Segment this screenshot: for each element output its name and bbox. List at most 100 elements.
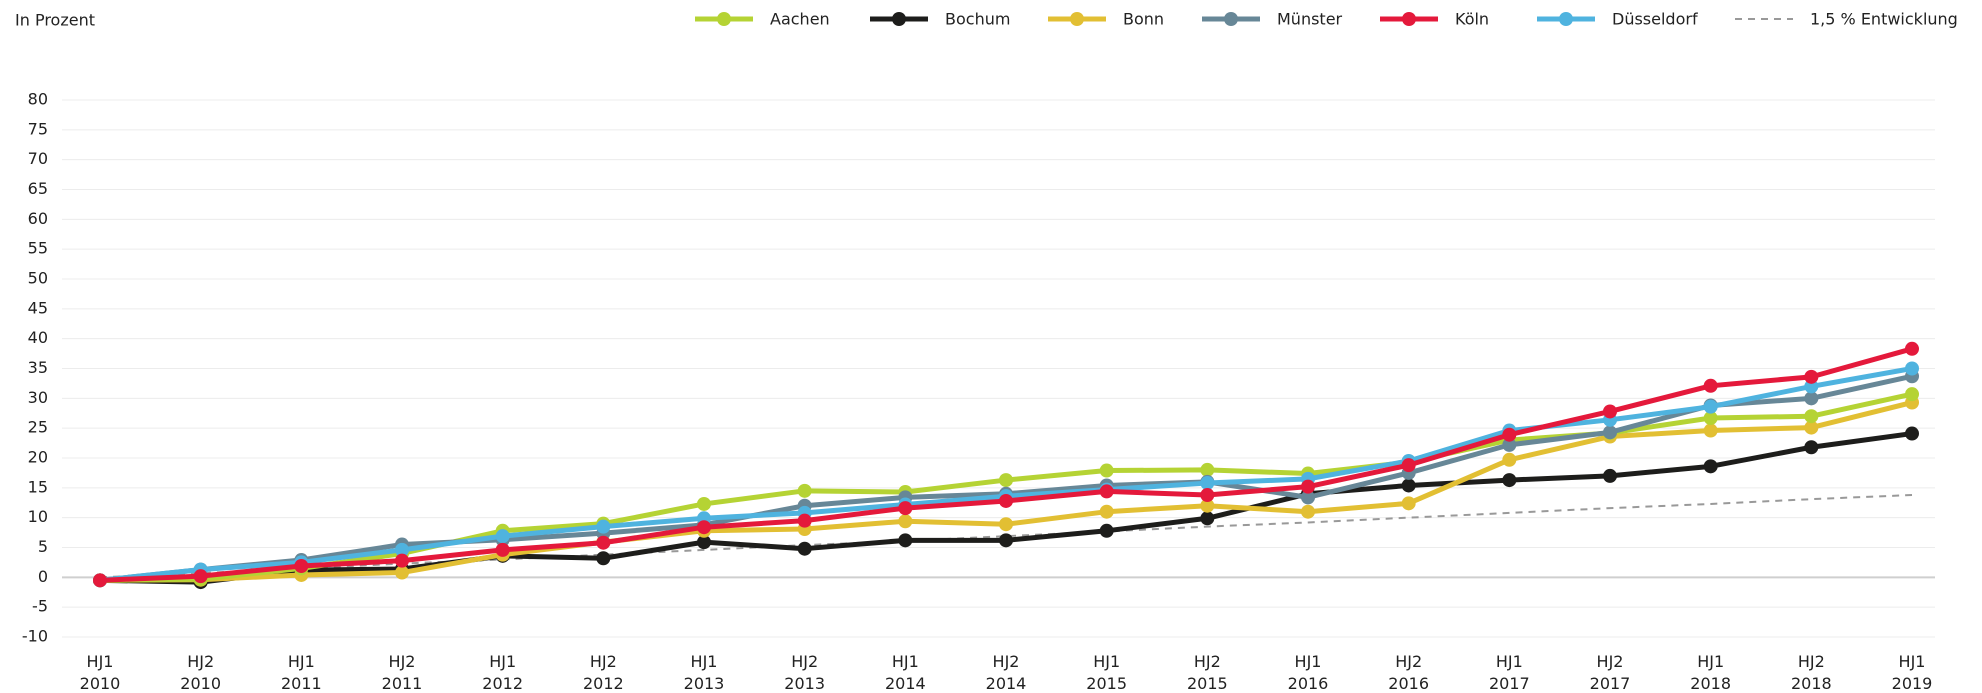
legend-label: Bonn bbox=[1123, 10, 1164, 29]
data-point bbox=[1200, 511, 1215, 526]
x-tick-label: HJ1 2014 bbox=[885, 652, 926, 693]
x-tick-line: HJ2 bbox=[187, 652, 214, 671]
data-point bbox=[495, 542, 510, 557]
y-tick-label: 50 bbox=[28, 269, 48, 288]
data-point bbox=[1401, 496, 1416, 511]
x-tick-line: HJ2 bbox=[1194, 652, 1221, 671]
data-point bbox=[596, 551, 611, 566]
y-tick-label: 40 bbox=[28, 328, 48, 347]
x-tick-line: HJ1 bbox=[1295, 652, 1322, 671]
x-tick-line: 2018 bbox=[1791, 674, 1832, 693]
x-tick-line: HJ1 bbox=[1697, 652, 1724, 671]
x-tick-label: HJ2 2010 bbox=[180, 652, 221, 693]
data-point bbox=[1703, 423, 1718, 438]
y-tick-label: 15 bbox=[28, 477, 48, 496]
data-point bbox=[1502, 473, 1517, 488]
data-point bbox=[395, 542, 409, 557]
legend-marker bbox=[1224, 12, 1238, 26]
x-tick-line: 2016 bbox=[1288, 674, 1329, 693]
y-tick-label: 60 bbox=[28, 209, 48, 228]
x-tick-label: HJ1 2016 bbox=[1288, 652, 1329, 693]
y-axis-label: In Prozent bbox=[15, 11, 95, 30]
x-tick-label: HJ1 2015 bbox=[1086, 652, 1127, 693]
data-point bbox=[294, 558, 309, 573]
data-point bbox=[1200, 462, 1215, 477]
x-tick-line: HJ1 bbox=[288, 652, 315, 671]
data-point bbox=[697, 496, 711, 511]
legend-marker bbox=[717, 12, 731, 26]
data-point bbox=[999, 533, 1013, 548]
data-point bbox=[1099, 484, 1114, 499]
data-point bbox=[1703, 399, 1718, 414]
x-tick-line: HJ1 bbox=[691, 652, 718, 671]
x-tick-line: 2013 bbox=[784, 674, 825, 693]
legend-label: Münster bbox=[1277, 10, 1343, 29]
data-point bbox=[596, 519, 611, 534]
y-tick-label: 30 bbox=[28, 388, 48, 407]
data-point bbox=[898, 514, 913, 529]
data-point bbox=[797, 541, 812, 556]
x-tick-label: HJ2 2016 bbox=[1388, 652, 1429, 693]
x-tick-line: 2017 bbox=[1590, 674, 1631, 693]
x-tick-line: HJ2 bbox=[791, 652, 818, 671]
data-point bbox=[1200, 487, 1215, 502]
data-point bbox=[797, 513, 812, 528]
data-point bbox=[495, 529, 510, 544]
data-point bbox=[1703, 411, 1718, 426]
y-tick-label: 45 bbox=[28, 298, 48, 317]
data-point bbox=[1200, 498, 1215, 513]
data-point bbox=[1502, 427, 1517, 442]
x-tick-label: HJ1 2017 bbox=[1489, 652, 1530, 693]
data-point bbox=[1905, 341, 1919, 356]
legend-label: Bochum bbox=[945, 10, 1010, 29]
data-point bbox=[1099, 504, 1114, 519]
x-tick-label: HJ1 2010 bbox=[80, 652, 121, 693]
y-tick-label: 5 bbox=[38, 537, 48, 556]
y-tick-label: 20 bbox=[28, 448, 48, 467]
data-point bbox=[93, 573, 107, 588]
legend-marker bbox=[892, 12, 906, 26]
data-point bbox=[1401, 478, 1416, 493]
data-point bbox=[1804, 440, 1819, 455]
data-point bbox=[697, 520, 711, 535]
x-tick-line: 2015 bbox=[1187, 674, 1228, 693]
data-point bbox=[1703, 459, 1718, 474]
y-tick-label: 65 bbox=[28, 179, 48, 198]
x-tick-label: HJ2 2012 bbox=[583, 652, 624, 693]
x-tick-label: HJ1 2013 bbox=[684, 652, 725, 693]
y-tick-label: -5 bbox=[32, 597, 48, 616]
data-point bbox=[596, 535, 611, 550]
x-tick-label: HJ2 2011 bbox=[382, 652, 423, 693]
x-tick-line: 2014 bbox=[885, 674, 926, 693]
data-point bbox=[1099, 463, 1114, 478]
x-tick-label: HJ1 2019 bbox=[1892, 652, 1933, 693]
y-tick-label: 35 bbox=[28, 358, 48, 377]
x-tick-line: HJ2 bbox=[1597, 652, 1624, 671]
data-point bbox=[1603, 404, 1617, 419]
x-tick-line: HJ2 bbox=[1395, 652, 1422, 671]
data-point bbox=[1200, 476, 1215, 491]
legend-label: 1,5 % Entwicklung bbox=[1810, 10, 1958, 29]
data-point bbox=[395, 565, 409, 580]
data-point bbox=[1905, 426, 1919, 441]
data-point bbox=[898, 533, 913, 548]
data-point bbox=[1401, 458, 1416, 473]
x-tick-line: HJ1 bbox=[87, 652, 114, 671]
data-point bbox=[1301, 504, 1315, 519]
data-point bbox=[1502, 437, 1517, 452]
data-point bbox=[1905, 361, 1919, 376]
legend-label: Aachen bbox=[770, 10, 830, 29]
x-tick-line: HJ1 bbox=[489, 652, 516, 671]
x-tick-line: 2016 bbox=[1388, 674, 1429, 693]
x-tick-line: HJ1 bbox=[1899, 652, 1926, 671]
x-tick-line: 2013 bbox=[684, 674, 725, 693]
x-tick-line: 2011 bbox=[382, 674, 423, 693]
y-tick-label: 75 bbox=[28, 119, 48, 138]
x-tick-label: HJ1 2011 bbox=[281, 652, 322, 693]
legend-label: Düsseldorf bbox=[1612, 10, 1698, 29]
x-tick-line: 2010 bbox=[180, 674, 221, 693]
x-tick-line: 2015 bbox=[1086, 674, 1127, 693]
x-tick-line: 2017 bbox=[1489, 674, 1530, 693]
x-tick-line: 2019 bbox=[1892, 674, 1933, 693]
y-tick-label: 25 bbox=[28, 418, 48, 437]
